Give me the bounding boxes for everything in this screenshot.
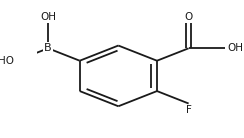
Text: OH: OH <box>227 43 243 53</box>
Text: O: O <box>184 12 193 22</box>
Text: F: F <box>186 105 192 115</box>
Text: HO: HO <box>0 56 14 66</box>
Text: OH: OH <box>40 12 56 22</box>
Text: B: B <box>44 43 52 53</box>
